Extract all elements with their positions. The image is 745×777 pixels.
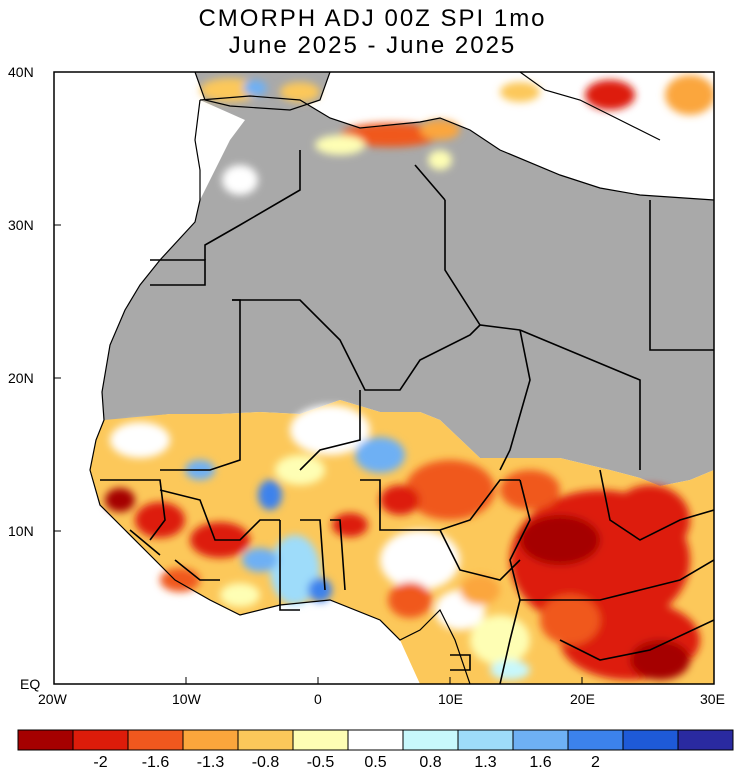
map-title-line2: June 2025 - June 2025 [228,32,517,59]
country-borders [100,150,714,684]
colorbar-swatch [292,729,349,751]
lon-label-20w: 20W [38,691,68,707]
map-title-line1: CMORPH ADJ 00Z SPI 1mo [198,5,547,32]
lon-label-30e: 30E [700,691,725,707]
colorbar-swatch [457,729,514,751]
colorbar-swatch [127,729,184,751]
colorbar-swatch [17,729,74,751]
coastlines [89,72,714,684]
colorbar-swatch [347,729,404,751]
sahara-masked-land [102,96,714,486]
colorbar-swatch [677,729,734,751]
colorbar-label: -0.5 [307,754,335,771]
colorbar-label: 1.3 [474,754,496,771]
colorbar-swatch [72,729,129,751]
colorbar-swatch [512,729,569,751]
lon-label-0: 0 [314,691,322,707]
colorbar-swatch [182,729,239,751]
lat-label-40n: 40N [8,64,34,80]
lon-label-20e: 20E [570,691,595,707]
colorbar-swatch [402,729,459,751]
colorbar-label: -0.8 [252,754,280,771]
lat-label-eq: EQ [20,676,40,692]
colorbar-label: 0.5 [364,754,386,771]
colorbar-swatch [237,729,294,751]
colorbar-swatch [622,729,679,751]
lon-label-10e: 10E [438,691,463,707]
colorbar-label: 1.6 [529,754,551,771]
colorbar-label: -2 [93,754,107,771]
north-coast-spi [200,75,714,195]
lon-label-10w: 10W [172,691,202,707]
colorbar-label: -1.3 [197,754,225,771]
colorbar-swatch [567,729,624,751]
colorbar: -2 -1.6 -1.3 -0.8 -0.5 0.5 0.8 1.3 1.6 2 [17,729,734,771]
lat-label-10n: 10N [8,523,34,539]
colorbar-label: -1.6 [142,754,170,771]
lat-label-20n: 20N [8,370,34,386]
colorbar-label: 2 [591,754,600,771]
axis-ticks [54,71,583,684]
lat-label-30n: 30N [8,217,34,233]
colorbar-label: 0.8 [419,754,441,771]
